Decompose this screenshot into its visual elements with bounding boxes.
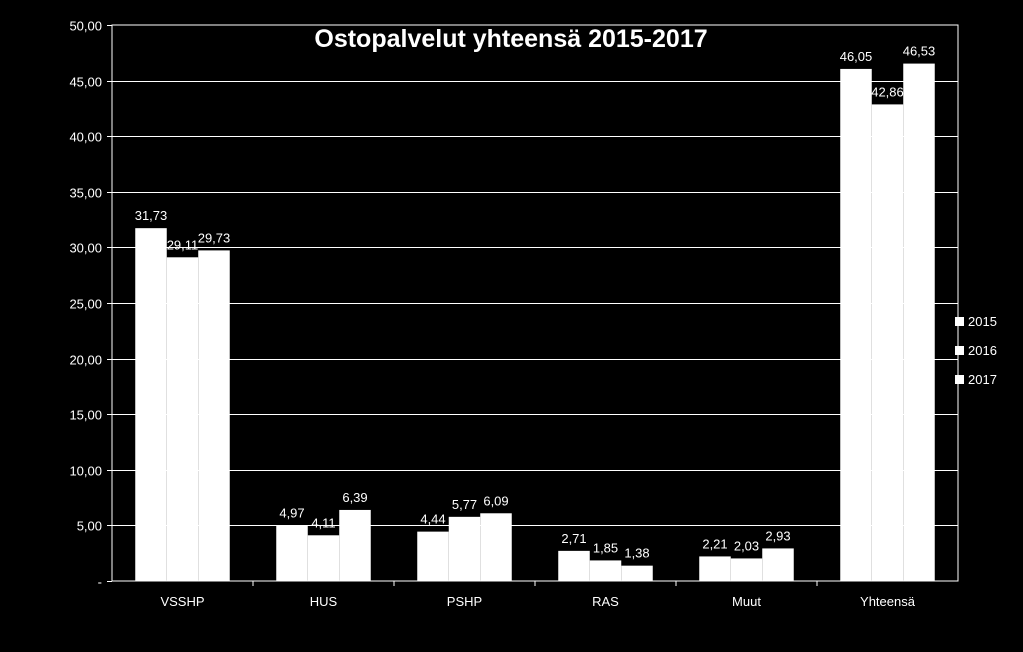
y-axis: - 5,00 10,00 15,00 20,00 25,00 30,00 35,00 40,00… <box>69 19 112 590</box>
data-label: 29,11 <box>167 237 199 252</box>
bar-yhteensä-2015 <box>840 68 872 581</box>
bar-pshp-2015 <box>417 531 449 581</box>
y-tick-label: 5,00 <box>77 519 102 534</box>
legend: 2015 2016 2017 <box>955 314 997 387</box>
bar-vsshp-2017 <box>198 250 230 581</box>
data-label: 4,97 <box>279 506 304 521</box>
data-label: 2,03 <box>734 538 759 553</box>
x-tick-label: Yhteensä <box>860 594 916 609</box>
chart-title: Ostopalvelut yhteensä 2015-2017 <box>314 25 707 53</box>
bar-muut-2015 <box>699 556 731 581</box>
bar-ras-2016 <box>589 560 622 581</box>
bar-vsshp-2015 <box>135 228 167 581</box>
y-tick-label: 40,00 <box>69 130 102 145</box>
x-tick-label: RAS <box>592 594 619 609</box>
y-tick-label: 25,00 <box>69 297 102 312</box>
bar-vsshp-2016 <box>166 257 199 581</box>
legend-label: 2015 <box>968 314 997 329</box>
legend-swatch <box>955 317 964 326</box>
data-label: 4,11 <box>311 515 335 530</box>
x-tick-label: HUS <box>310 594 338 609</box>
gridlines <box>111 24 959 582</box>
data-label: 46,05 <box>840 49 873 64</box>
y-tick-label: 50,00 <box>69 19 102 34</box>
x-tick-label: Muut <box>732 594 761 609</box>
legend-swatch <box>955 346 964 355</box>
bar-pshp-2017 <box>480 513 512 581</box>
data-label: 46,53 <box>903 44 936 59</box>
bar-ras-2017 <box>621 565 653 581</box>
legend-label: 2017 <box>968 372 997 387</box>
bar-ras-2015 <box>558 550 590 581</box>
bar-hus-2016 <box>307 535 340 581</box>
data-label: 2,93 <box>765 528 790 543</box>
x-tick-label: PSHP <box>447 594 482 609</box>
bar-hus-2017 <box>339 509 371 581</box>
y-tick-label: - <box>98 575 102 590</box>
data-label: 29,73 <box>198 230 231 245</box>
data-label: 1,38 <box>624 546 649 561</box>
bar-yhteensä-2017 <box>903 63 935 581</box>
y-tick-label: 35,00 <box>69 186 102 201</box>
data-label: 6,09 <box>483 493 508 508</box>
data-label: 42,86 <box>871 84 904 99</box>
legend-label: 2016 <box>968 343 997 358</box>
data-label: 4,44 <box>420 512 445 527</box>
bar-pshp-2016 <box>448 516 481 581</box>
bar-muut-2016 <box>730 558 763 581</box>
y-tick-label: 15,00 <box>69 408 102 423</box>
y-tick-label: 30,00 <box>69 241 102 256</box>
data-label: 5,77 <box>452 497 477 512</box>
data-label: 2,21 <box>702 536 727 551</box>
legend-swatch <box>955 375 964 384</box>
bar-yhteensä-2016 <box>871 104 904 582</box>
x-tick-label: VSSHP <box>160 594 204 609</box>
y-tick-label: 10,00 <box>69 464 102 479</box>
bars: 31,73 29,11 29,73 4,97 4,11 6,39 4,44 5,77 6,09 2… <box>135 44 936 582</box>
data-label: 1,85 <box>593 540 618 555</box>
data-label: 2,71 <box>561 531 586 546</box>
x-axis: VSSHP HUS PSHP RAS Muut Yhteensä <box>160 581 916 609</box>
bar-hus-2015 <box>276 525 308 581</box>
bar-muut-2017 <box>762 548 794 581</box>
data-label: 6,39 <box>342 490 367 505</box>
y-tick-label: 20,00 <box>69 353 102 368</box>
y-tick-label: 45,00 <box>69 75 102 90</box>
data-label: 31,73 <box>135 208 168 223</box>
